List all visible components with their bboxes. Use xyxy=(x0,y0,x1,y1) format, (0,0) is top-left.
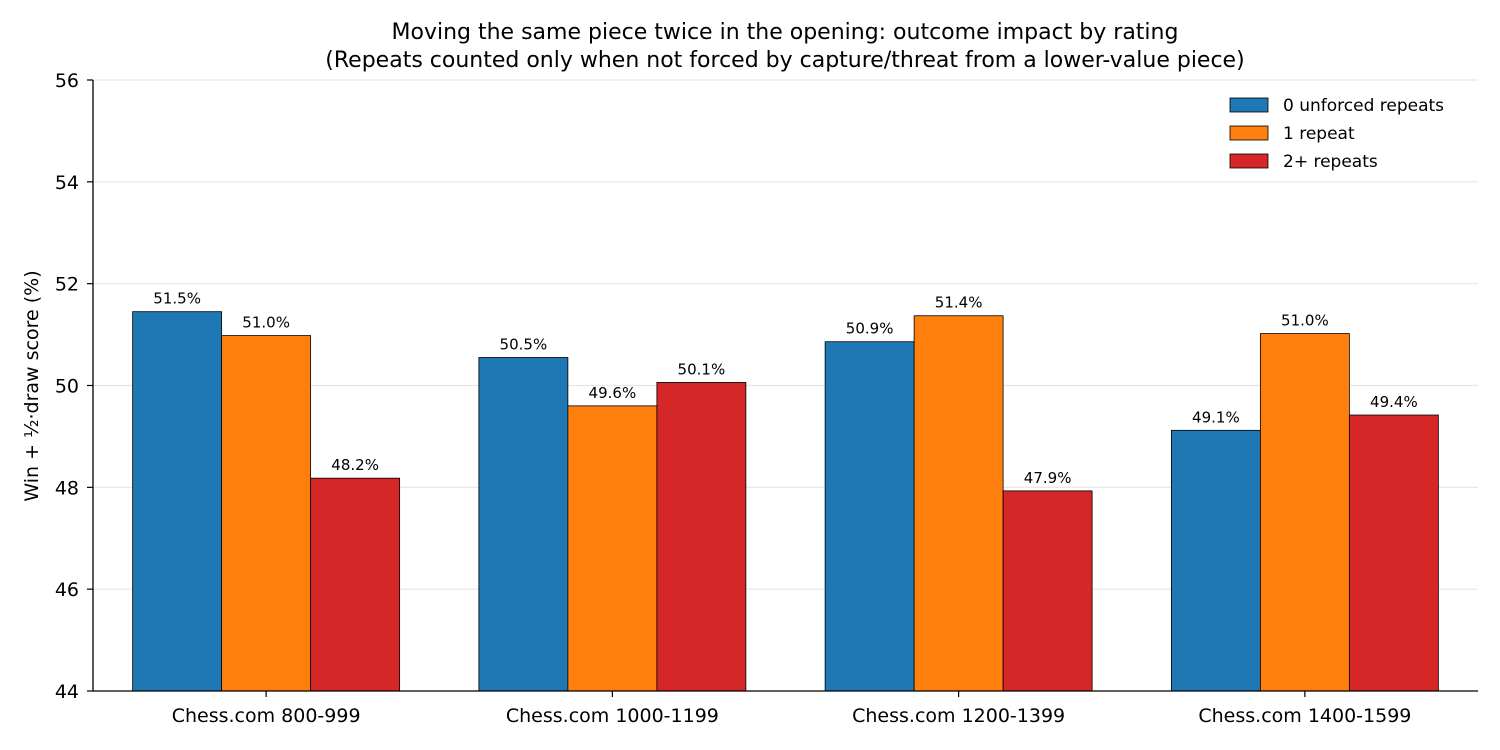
legend-swatch xyxy=(1229,97,1269,113)
legend-label: 1 repeat xyxy=(1283,124,1355,144)
bar-value-label: 49.1% xyxy=(1192,408,1240,426)
bar-value-label: 51.0% xyxy=(242,314,290,332)
y-axis-label: Win + ½·draw score (%) xyxy=(21,270,43,501)
axes: 44 46 48 50 52 54 56 Chess.com 800-999 Chess.com… xyxy=(55,70,1478,727)
y-tick-label: 44 xyxy=(55,681,79,703)
x-tick-label: Chess.com 1000-1199 xyxy=(506,705,719,727)
bar-value-label: 48.2% xyxy=(331,456,379,474)
bar xyxy=(1348,414,1439,692)
legend-label: 2+ repeats xyxy=(1283,152,1378,172)
bar-value-label: 50.9% xyxy=(846,320,894,338)
bar xyxy=(913,315,1004,692)
bar-value-label: 47.9% xyxy=(1024,469,1072,487)
legend-swatch xyxy=(1229,153,1269,169)
legend-swatch xyxy=(1229,125,1269,141)
chart-subtitle: (Repeats counted only when not forced by… xyxy=(325,48,1244,73)
y-tick-label: 54 xyxy=(55,172,79,194)
bar xyxy=(656,382,747,692)
bar xyxy=(1259,333,1350,692)
bar xyxy=(567,405,658,692)
bar-value-label: 51.0% xyxy=(1281,312,1329,330)
bars xyxy=(132,311,1439,692)
bar-value-label: 50.1% xyxy=(678,360,726,378)
legend-label: 0 unforced repeats xyxy=(1283,96,1444,116)
bar xyxy=(310,477,401,692)
bar-value-label: 50.5% xyxy=(500,335,548,353)
bar xyxy=(478,357,569,692)
bar-value-label: 51.4% xyxy=(935,294,983,312)
bar xyxy=(132,311,223,692)
y-tick-label: 46 xyxy=(55,579,79,601)
x-tick-label: Chess.com 1400-1599 xyxy=(1198,705,1411,727)
x-tick-label: Chess.com 1200-1399 xyxy=(852,705,1065,727)
value-labels: 51.5% 51.0% 48.2% 50.5% 49.6% 50.1% 50.9% 51.4%… xyxy=(153,290,1417,487)
chart-title: Moving the same piece twice in the openi… xyxy=(392,20,1179,45)
y-tick-label: 56 xyxy=(55,70,79,92)
x-tick-label: Chess.com 800-999 xyxy=(172,705,361,727)
bar-value-label: 51.5% xyxy=(153,290,201,308)
bar xyxy=(1170,429,1261,692)
bar-value-label: 49.6% xyxy=(589,384,637,402)
legend: 0 unforced repeats 1 repeat 2+ repeats xyxy=(1229,96,1444,172)
bar xyxy=(824,341,915,692)
bar xyxy=(221,335,312,692)
y-tick-label: 48 xyxy=(55,477,79,499)
bar xyxy=(1002,490,1093,692)
y-tick-label: 50 xyxy=(55,376,79,398)
y-tick-label: 52 xyxy=(55,274,79,296)
bar-value-label: 49.4% xyxy=(1370,393,1418,411)
